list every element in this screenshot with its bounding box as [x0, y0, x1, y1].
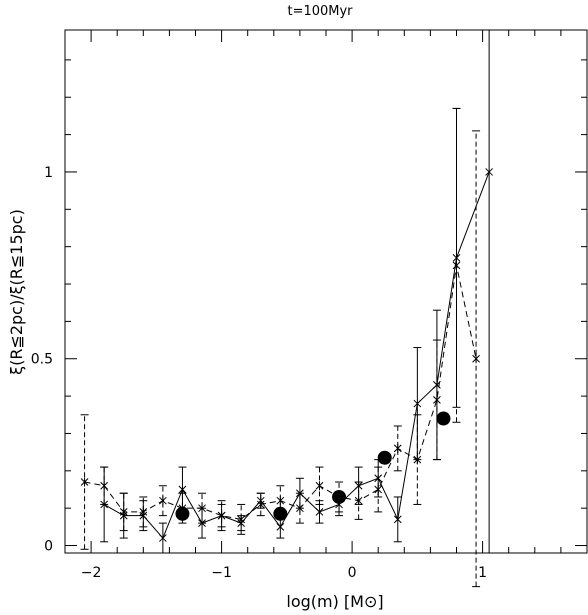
y-axis-label: ξ(R≦2pc)/ξ(R≦15pc) [7, 209, 26, 375]
data-point [413, 399, 422, 408]
data-point [436, 411, 451, 426]
data-point [332, 489, 347, 504]
plot-frame [64, 29, 588, 554]
data-point [377, 450, 392, 465]
y-tick-label: 0 [44, 539, 53, 555]
y-tick-label: 1 [44, 165, 53, 181]
chart-title: t=100Myr [287, 4, 353, 19]
x-axis-label: log(m) [M⊙] [286, 592, 383, 611]
data-point [393, 515, 402, 524]
x-tick-label: 1 [478, 565, 487, 581]
x-tick-label: −1 [211, 565, 232, 581]
x-tick-label: −2 [81, 565, 102, 581]
x-tick-label: 0 [348, 565, 357, 581]
data-point [273, 506, 288, 521]
data-point [315, 508, 324, 516]
data-point [159, 534, 167, 542]
solid-series-line [103, 171, 490, 539]
data-point [485, 168, 493, 176]
data-point [276, 522, 285, 531]
y-tick-label: 0.5 [31, 352, 53, 368]
data-point [178, 485, 187, 494]
data-point [175, 506, 190, 521]
